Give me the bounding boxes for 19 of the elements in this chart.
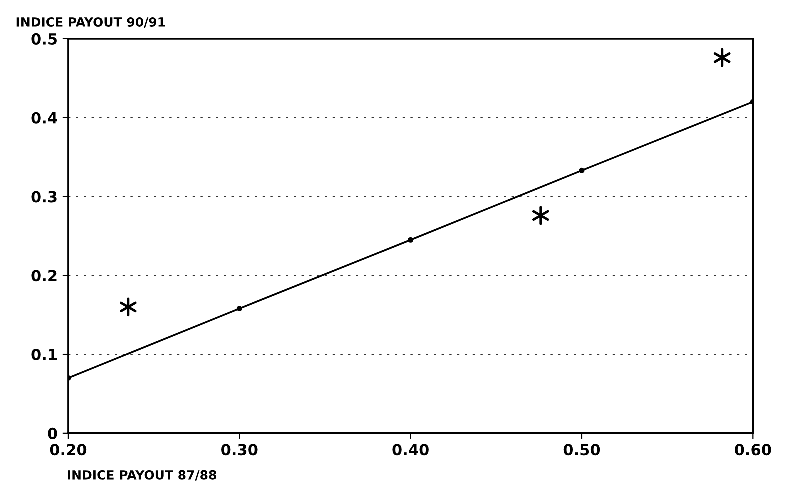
y-tick-label: 0.2 [32,270,57,282]
x-axis-title: INDICE PAYOUT 87/88 [68,470,216,481]
y-tick-label: 0.5 [32,33,57,45]
y-axis-title: INDICE PAYOUT 90/91 [16,18,166,28]
x-tick-label: 0.30 [222,444,258,456]
y-tick-label: 0 [48,428,58,440]
x-tick-label: 0.20 [50,444,87,456]
y-tick-label: 0.4 [32,112,58,124]
x-tick-label: 0.40 [392,444,429,456]
point [120,298,137,317]
x-tick-label: 0.50 [564,444,600,456]
y-tick-label: 0.3 [32,191,57,203]
point [532,206,550,226]
point [714,48,731,68]
point [408,237,414,243]
y-tick-label: 0.1 [32,349,58,361]
point [579,168,585,174]
point [236,306,242,312]
x-tick-label: 0.60 [735,444,772,456]
